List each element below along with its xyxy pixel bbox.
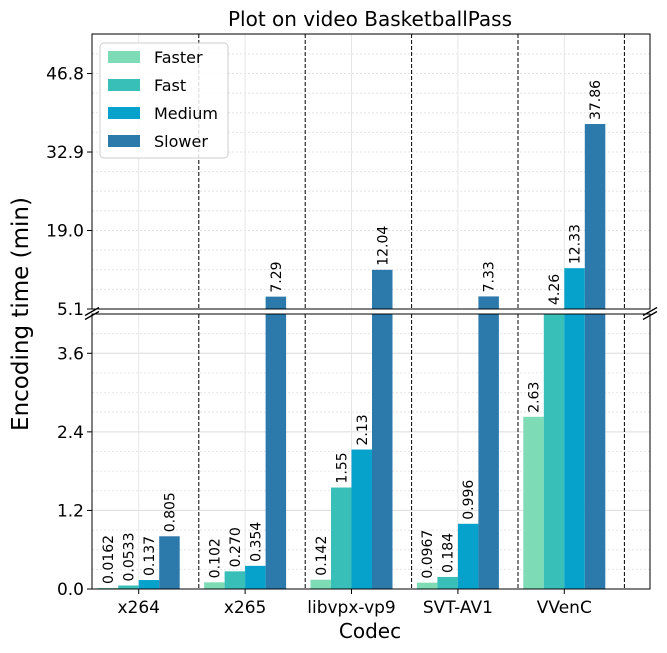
bar — [265, 296, 287, 309]
x-tick-label: x265 — [224, 598, 267, 618]
legend-swatch-faster — [108, 51, 140, 63]
data-label: 0.137 — [142, 536, 158, 576]
x-tick-label: SVT-AV1 — [423, 598, 493, 618]
bar — [584, 124, 606, 309]
data-label: 0.270 — [228, 527, 244, 567]
legend-label-faster: Faster — [154, 48, 203, 67]
data-label: 0.0967 — [420, 530, 436, 579]
y-tick-label: 32.9 — [46, 143, 84, 163]
data-label: 12.33 — [568, 224, 584, 264]
bar — [204, 582, 225, 589]
data-label: 4.26 — [547, 274, 563, 305]
axis-break-mark — [84, 306, 100, 317]
x-tick-label: VVenC — [537, 598, 592, 618]
y-tick-label: 1.2 — [57, 501, 84, 521]
y-tick-label: 46.8 — [46, 65, 84, 85]
data-label: 0.142 — [314, 536, 330, 576]
data-label: 12.04 — [375, 226, 391, 266]
legend-label-medium: Medium — [154, 104, 218, 123]
y-tick-label: 19.0 — [46, 222, 84, 242]
legend-label-fast: Fast — [154, 76, 186, 95]
bar — [372, 269, 393, 309]
y-tick-label: 3.6 — [57, 344, 84, 364]
y-tick-label: 5.1 — [57, 300, 84, 320]
legend: Faster Fast Medium Slower — [99, 42, 229, 159]
y-tick-label: 0.0 — [57, 580, 84, 600]
x-tick-label: x264 — [117, 598, 160, 618]
bar — [437, 576, 458, 589]
data-label: 37.86 — [588, 80, 604, 120]
x-tick-label: libvpx-vp9 — [307, 598, 396, 618]
bar — [97, 587, 119, 589]
bar — [331, 487, 352, 589]
bar — [159, 536, 180, 589]
axis-break-mark — [642, 310, 658, 321]
y-tick-label: 2.4 — [57, 423, 84, 443]
chart-title: Plot on video BasketballPass — [228, 7, 512, 31]
bar — [523, 416, 544, 589]
bars — [97, 124, 606, 589]
bar — [478, 296, 499, 309]
axis-break-mark — [84, 310, 100, 321]
panel-gap — [91, 310, 651, 313]
bar — [372, 314, 393, 589]
bar — [118, 585, 139, 589]
bar — [564, 268, 585, 309]
data-label: 0.102 — [207, 538, 223, 578]
bar — [584, 314, 606, 589]
data-label: 2.63 — [527, 382, 543, 413]
bar — [416, 582, 438, 589]
legend-box — [99, 42, 229, 159]
bar — [310, 579, 331, 589]
axes — [84, 33, 658, 590]
x-axis-label: Codec — [339, 619, 401, 643]
legend-swatch-medium — [108, 107, 140, 119]
bar — [478, 314, 499, 589]
data-label: 7.33 — [482, 261, 498, 292]
axis-break-mark — [642, 306, 658, 317]
bar — [457, 523, 479, 589]
legend-swatch-fast — [108, 79, 140, 91]
bar — [351, 449, 372, 589]
lower-axes-frame — [91, 313, 651, 590]
bar — [224, 571, 246, 589]
data-label: 0.996 — [461, 480, 477, 520]
bar — [245, 565, 266, 589]
upper-axes-frame — [91, 33, 651, 310]
legend-label-slower: Slower — [154, 132, 208, 151]
data-label: 0.805 — [162, 492, 178, 532]
bar — [564, 314, 585, 589]
data-label: 1.55 — [334, 452, 350, 483]
ticks: 0.0 1.2 2.4 3.6 5.1 19.0 32.9 46.8 x264 x265 libvp… — [46, 65, 592, 618]
data-label: 0.0162 — [101, 535, 117, 584]
data-label: 0.0533 — [121, 533, 137, 582]
bar — [138, 580, 160, 589]
data-label: 2.13 — [355, 414, 371, 445]
data-label: 7.29 — [269, 261, 285, 292]
data-label: 0.354 — [248, 522, 264, 562]
bar — [265, 314, 287, 589]
y-axis-label: Encoding time (min) — [8, 197, 34, 431]
data-label: 0.184 — [441, 533, 457, 573]
legend-swatch-slower — [108, 135, 140, 147]
bar — [543, 314, 565, 589]
